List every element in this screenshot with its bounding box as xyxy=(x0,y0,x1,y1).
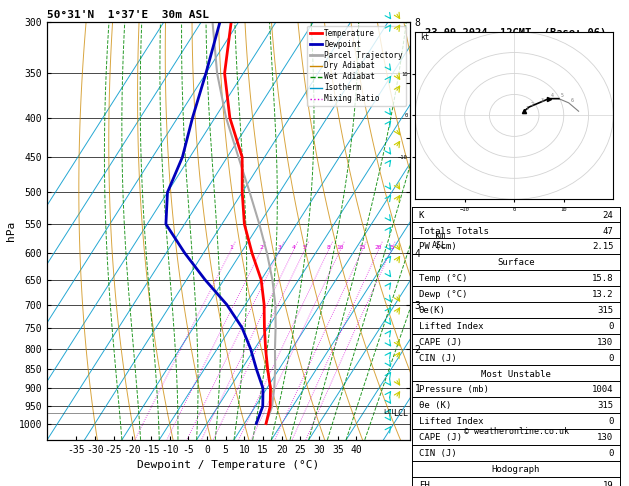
Text: 47: 47 xyxy=(603,226,613,236)
Text: Most Unstable: Most Unstable xyxy=(481,369,551,379)
Text: 15.8: 15.8 xyxy=(592,274,613,283)
Text: Dewp (°C): Dewp (°C) xyxy=(419,290,467,299)
Text: 23.09.2024  12GMT  (Base: 06): 23.09.2024 12GMT (Base: 06) xyxy=(425,28,606,38)
Text: 19: 19 xyxy=(603,481,613,486)
Text: 5: 5 xyxy=(303,245,306,250)
Text: 0: 0 xyxy=(608,354,613,363)
Text: 4: 4 xyxy=(550,93,554,98)
Text: CIN (J): CIN (J) xyxy=(419,449,456,458)
Text: Hodograph: Hodograph xyxy=(492,465,540,474)
Text: 25: 25 xyxy=(387,245,395,250)
Text: 315: 315 xyxy=(597,306,613,315)
Text: CIN (J): CIN (J) xyxy=(419,354,456,363)
Text: PW (cm): PW (cm) xyxy=(419,243,456,251)
Text: 4: 4 xyxy=(292,245,296,250)
Text: © weatheronline.co.uk: © weatheronline.co.uk xyxy=(464,427,569,435)
Text: 13.2: 13.2 xyxy=(592,290,613,299)
Text: Lifted Index: Lifted Index xyxy=(419,417,483,426)
Text: 50°31'N  1°37'E  30m ASL: 50°31'N 1°37'E 30m ASL xyxy=(47,10,209,20)
Text: EH: EH xyxy=(419,481,430,486)
Text: 2: 2 xyxy=(530,102,533,107)
Text: 10: 10 xyxy=(337,245,344,250)
Legend: Temperature, Dewpoint, Parcel Trajectory, Dry Adiabat, Wet Adiabat, Isotherm, Mi: Temperature, Dewpoint, Parcel Trajectory… xyxy=(308,26,406,106)
Text: Surface: Surface xyxy=(497,259,535,267)
Text: 24: 24 xyxy=(603,211,613,220)
Text: Lifted Index: Lifted Index xyxy=(419,322,483,331)
Text: 5: 5 xyxy=(560,93,563,98)
Text: θe(K): θe(K) xyxy=(419,306,445,315)
Text: Temp (°C): Temp (°C) xyxy=(419,274,467,283)
Text: Totals Totals: Totals Totals xyxy=(419,226,489,236)
X-axis label: Dewpoint / Temperature (°C): Dewpoint / Temperature (°C) xyxy=(137,460,320,470)
Y-axis label: km
ASL: km ASL xyxy=(432,231,447,250)
Text: CAPE (J): CAPE (J) xyxy=(419,433,462,442)
Text: 0: 0 xyxy=(608,449,613,458)
Text: 1: 1 xyxy=(526,106,528,111)
Text: 3: 3 xyxy=(540,98,543,103)
Text: 130: 130 xyxy=(597,433,613,442)
Text: 315: 315 xyxy=(597,401,613,410)
Text: 3: 3 xyxy=(278,245,282,250)
Y-axis label: hPa: hPa xyxy=(6,221,16,241)
Text: LCL: LCL xyxy=(392,409,408,418)
Text: 2.15: 2.15 xyxy=(592,243,613,251)
Text: K: K xyxy=(419,211,424,220)
Text: 130: 130 xyxy=(597,338,613,347)
Text: 1: 1 xyxy=(229,245,233,250)
Text: 8: 8 xyxy=(326,245,330,250)
Text: 15: 15 xyxy=(359,245,366,250)
Text: 20: 20 xyxy=(374,245,382,250)
Text: 6: 6 xyxy=(570,98,573,103)
Text: CAPE (J): CAPE (J) xyxy=(419,338,462,347)
Text: θe (K): θe (K) xyxy=(419,401,451,410)
Text: 0: 0 xyxy=(608,322,613,331)
Text: kt: kt xyxy=(420,33,430,42)
Text: 2: 2 xyxy=(259,245,263,250)
Text: Pressure (mb): Pressure (mb) xyxy=(419,385,489,395)
Text: 0: 0 xyxy=(608,417,613,426)
Text: LCL: LCL xyxy=(383,409,396,415)
Text: 1004: 1004 xyxy=(592,385,613,395)
